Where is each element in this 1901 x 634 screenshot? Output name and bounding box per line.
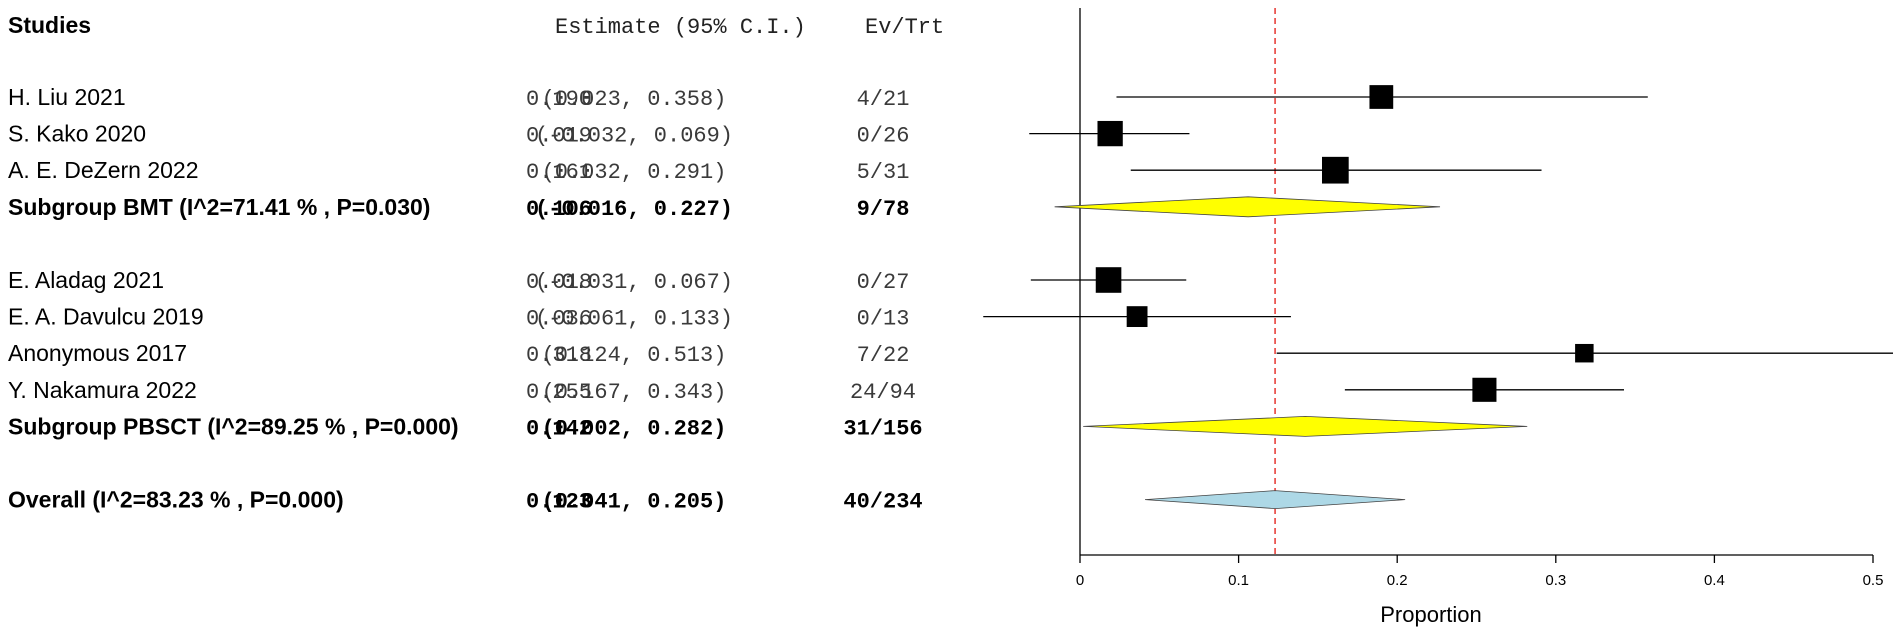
subgroup-estimate-text: 0.106 bbox=[526, 197, 592, 222]
study-ci-text: (0.124, 0.513) bbox=[542, 343, 727, 368]
study-point-marker bbox=[1097, 120, 1123, 147]
study-estimate-text: 0.318 bbox=[526, 343, 592, 368]
overall-label: Overall (I^2=83.23 % , P=0.000) bbox=[8, 487, 344, 513]
study-ci-text: (-0.032, 0.069) bbox=[535, 124, 733, 149]
study-ci-text: (0.032, 0.291) bbox=[542, 160, 727, 185]
study-estimate-text: 0.190 bbox=[526, 87, 592, 112]
overall-estimate-text: 0.123 bbox=[526, 490, 592, 515]
study-events-text: 5/31 bbox=[857, 160, 910, 185]
study-table: H. Liu 2021 0.190(0.023, 0.358) 4/21 S. Kak… bbox=[8, 84, 923, 515]
study-label: S. Kako 2020 bbox=[8, 121, 146, 147]
subgroup-estimate-text: 0.142 bbox=[526, 416, 592, 441]
study-point-marker bbox=[1126, 306, 1148, 328]
study-point-marker bbox=[1369, 85, 1394, 109]
subgroup-ci-text: (-0.016, 0.227) bbox=[535, 197, 733, 222]
study-label: E. A. Davulcu 2019 bbox=[8, 304, 204, 330]
study-events-text: 0/13 bbox=[857, 307, 910, 332]
study-events-text: 0/27 bbox=[857, 270, 910, 295]
subgroup-label: Subgroup PBSCT (I^2=89.25 % , P=0.000) bbox=[8, 413, 459, 439]
study-point-marker bbox=[1575, 343, 1594, 363]
overall-diamond bbox=[1144, 490, 1406, 510]
x-tick-label: 0.1 bbox=[1228, 572, 1249, 589]
subgroup-events-text: 31/156 bbox=[843, 416, 922, 441]
overall-ci-text: (0.041, 0.205) bbox=[542, 490, 727, 515]
study-point-marker bbox=[1321, 156, 1349, 184]
x-tick-label: 0.4 bbox=[1704, 572, 1725, 589]
header-estimate: Estimate (95% C.I.) bbox=[555, 15, 806, 40]
study-ci-text: (-0.061, 0.133) bbox=[535, 307, 733, 332]
study-ci-text: (-0.031, 0.067) bbox=[535, 270, 733, 295]
x-tick-label: 0.5 bbox=[1863, 572, 1884, 589]
study-estimate-text: 0.018 bbox=[526, 270, 592, 295]
x-tick-label: 0.2 bbox=[1387, 572, 1408, 589]
study-label: Anonymous 2017 bbox=[8, 340, 187, 366]
study-label: E. Aladag 2021 bbox=[8, 267, 164, 293]
study-ci-text: (0.167, 0.343) bbox=[542, 380, 727, 405]
study-label: Y. Nakamura 2022 bbox=[8, 377, 197, 403]
study-estimate-text: 0.161 bbox=[526, 160, 592, 185]
header-events: Ev/Trt bbox=[865, 15, 944, 40]
study-point-marker bbox=[1095, 267, 1122, 293]
study-point-marker bbox=[1472, 377, 1497, 402]
plot-area bbox=[983, 8, 1893, 555]
study-estimate-text: 0.255 bbox=[526, 380, 592, 405]
study-events-text: 4/21 bbox=[857, 87, 910, 112]
subgroup-label: Subgroup BMT (I^2=71.41 % , P=0.030) bbox=[8, 194, 430, 220]
x-axis-label: Proportion bbox=[1380, 602, 1482, 627]
subgroup-diamond bbox=[1083, 415, 1528, 437]
x-axis: 0 0.1 0.2 0.3 0.4 0.5 bbox=[1076, 554, 1884, 589]
x-tick-label: 0.3 bbox=[1545, 572, 1566, 589]
study-events-text: 7/22 bbox=[857, 343, 910, 368]
subgroup-ci-text: (0.002, 0.282) bbox=[542, 416, 727, 441]
study-ci-text: (0.023, 0.358) bbox=[542, 87, 727, 112]
header-studies: Studies bbox=[8, 12, 91, 38]
overall-events-text: 40/234 bbox=[843, 490, 922, 515]
study-label: H. Liu 2021 bbox=[8, 84, 126, 110]
study-label: A. E. DeZern 2022 bbox=[8, 157, 199, 183]
study-estimate-text: 0.036 bbox=[526, 307, 592, 332]
study-events-text: 0/26 bbox=[857, 124, 910, 149]
study-events-text: 24/94 bbox=[850, 380, 916, 405]
subgroup-diamond bbox=[1054, 196, 1441, 218]
study-estimate-text: 0.019 bbox=[526, 124, 592, 149]
subgroup-events-text: 9/78 bbox=[857, 197, 910, 222]
x-tick-label: 0 bbox=[1076, 572, 1084, 589]
